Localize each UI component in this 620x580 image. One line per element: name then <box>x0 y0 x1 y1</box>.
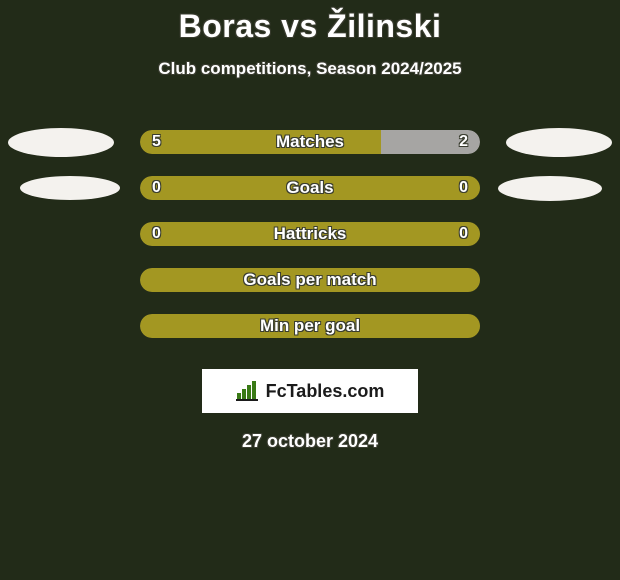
stat-value-right: 0 <box>459 179 468 197</box>
stat-row: 00Goals <box>0 165 620 211</box>
subtitle: Club competitions, Season 2024/2025 <box>0 59 620 79</box>
bar-fill-left <box>140 130 381 154</box>
logo-text: FcTables.com <box>266 381 385 402</box>
left-team-marker <box>8 128 114 157</box>
stat-value-right: 2 <box>459 133 468 151</box>
stat-value-left: 0 <box>152 179 161 197</box>
stat-bar: 00Hattricks <box>140 222 480 246</box>
stat-row: 52Matches <box>0 119 620 165</box>
stat-row: Goals per match <box>0 257 620 303</box>
stat-row: 00Hattricks <box>0 211 620 257</box>
stat-value-left: 5 <box>152 133 161 151</box>
date-text: 27 october 2024 <box>0 431 620 452</box>
left-team-marker <box>20 176 120 200</box>
bar-fill-left <box>140 222 480 246</box>
stat-rows: 52Matches00Goals00HattricksGoals per mat… <box>0 119 620 349</box>
bar-fill-left <box>140 314 480 338</box>
stat-bar: 00Goals <box>140 176 480 200</box>
stat-value-left: 0 <box>152 225 161 243</box>
right-team-marker <box>506 128 612 157</box>
stat-bar: Min per goal <box>140 314 480 338</box>
stat-row: Min per goal <box>0 303 620 349</box>
page-title: Boras vs Žilinski <box>0 0 620 45</box>
stat-bar: Goals per match <box>140 268 480 292</box>
bar-fill-left <box>140 268 480 292</box>
bar-fill-left <box>140 176 480 200</box>
fctables-logo[interactable]: FcTables.com <box>202 369 418 413</box>
bar-chart-icon <box>236 381 260 401</box>
stat-bar: 52Matches <box>140 130 480 154</box>
stat-value-right: 0 <box>459 225 468 243</box>
right-team-marker <box>498 176 602 201</box>
